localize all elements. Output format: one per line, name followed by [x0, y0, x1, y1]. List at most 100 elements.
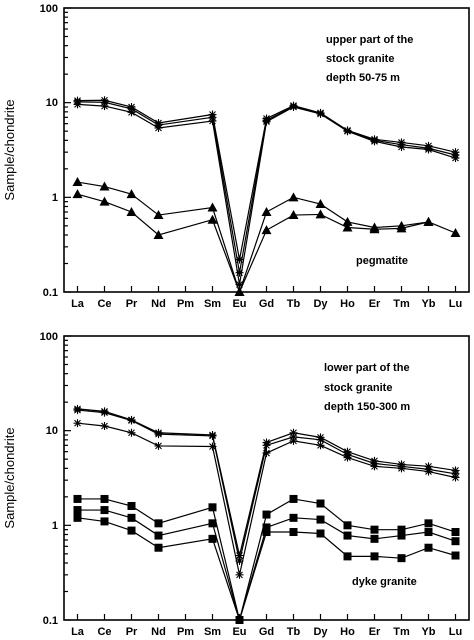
top-series-3-point-Dy: [316, 109, 325, 118]
bottom-x-tick-label-Sm: Sm: [204, 626, 221, 638]
top-panel: Sample/chondrite 100 10 1 0.1 upper part…: [2, 3, 470, 310]
top-x-tick-label-Gd: Gd: [259, 298, 274, 310]
top-x-tick-label-Pr: Pr: [126, 298, 138, 310]
bottom-x-tick-label-Ce: Ce: [97, 626, 111, 638]
bottom-x-tick-label-Lu: Lu: [449, 626, 462, 638]
top-series-5-point-Yb: [423, 216, 434, 226]
bottom-series-5-point-Ce: [100, 506, 109, 515]
bottom-series-3-point-Eu: [235, 570, 244, 579]
bottom-series-5-point-Nd: [154, 531, 163, 540]
top-series-5-point-Gd: [261, 225, 272, 235]
bottom-x-tick-label-Ho: Ho: [340, 626, 355, 638]
bottom-series-3-point-Er: [370, 462, 379, 471]
bottom-series-4-point-Dy: [316, 499, 325, 508]
bottom-series-6-point-Yb: [424, 543, 433, 552]
bottom-series-4-point-Pr: [127, 502, 136, 511]
top-series-5-point-Dy: [315, 209, 326, 219]
top-series-3-point-Ce: [100, 102, 109, 111]
bottom-series-6-point-Ho: [343, 552, 352, 561]
top-x-tick-label-Nd: Nd: [151, 298, 166, 310]
bottom-series-2-point-Sm: [208, 431, 217, 440]
bottom-series-3-point-Pr: [127, 428, 136, 437]
bottom-series-2-point-Ce: [100, 408, 109, 417]
bottom-y-tick-label-0.1: 0.1: [43, 615, 58, 627]
bottom-series-5-line: [77, 509, 456, 623]
bottom-annotation-line-1: lower part of the: [324, 362, 410, 374]
top-series-4-point-Ce: [99, 181, 110, 191]
bottom-x-tick-label-Tm: Tm: [393, 626, 410, 638]
bottom-x-tick-label-Nd: Nd: [151, 626, 166, 638]
bottom-series-5-point-Pr: [127, 513, 136, 522]
bottom-series-2-point-Nd: [154, 430, 163, 439]
bottom-x-tick-label-Pr: Pr: [126, 626, 138, 638]
top-series-3-point-Er: [370, 137, 379, 146]
bottom-y-axis-label: Sample/chondrite: [2, 427, 17, 528]
bottom-series-2-point-La: [73, 406, 82, 415]
bottom-series-1-line: [77, 408, 456, 556]
top-series-4-point-Ho: [342, 216, 353, 226]
bottom-series-3-point-Tm: [397, 464, 406, 473]
bottom-series-4-point-Lu: [451, 528, 460, 537]
top-series-4-point-La: [72, 177, 83, 187]
top-series-5-point-Pr: [126, 206, 137, 216]
top-x-tick-label-Pm: Pm: [177, 298, 194, 310]
bottom-panel: Sample/chondrite 100 10 1 0.1 lower part…: [2, 331, 470, 638]
top-series-5-point-Tm: [396, 223, 407, 233]
bottom-series-4-point-Yb: [424, 519, 433, 528]
top-series-3-point-Ho: [343, 127, 352, 136]
bottom-series-6-point-Gd: [262, 528, 271, 537]
top-series-4-point-Gd: [261, 206, 272, 216]
bottom-series-5-point-Yb: [424, 528, 433, 537]
top-annotation-line-1: upper part of the: [326, 34, 413, 46]
bottom-y-tick-label-100: 100: [40, 331, 58, 343]
top-series-3-point-Lu: [451, 154, 460, 163]
bottom-x-tick-label-Pm: Pm: [177, 626, 194, 638]
bottom-x-tick-label-Dy: Dy: [313, 626, 328, 638]
bottom-series-4-point-Tm: [397, 525, 406, 534]
top-series-3-point-Nd: [154, 124, 163, 133]
top-x-tick-label-La: La: [71, 298, 85, 310]
bottom-series-4-line: [77, 498, 456, 621]
top-x-tick-label-Er: Er: [369, 298, 381, 310]
top-series-5-point-Sm: [207, 214, 218, 224]
bottom-series-4-point-Nd: [154, 519, 163, 528]
top-y-axis-label: Sample/chondrite: [2, 99, 17, 200]
top-series-3-point-Sm: [208, 117, 217, 126]
top-y-tick-label-10: 10: [46, 97, 58, 109]
bottom-series-4-point-La: [73, 494, 82, 503]
bottom-series-6-point-La: [73, 513, 82, 522]
bottom-series-3-point-Tb: [289, 436, 298, 445]
top-series-5-point-La: [72, 189, 83, 199]
bottom-series-6-point-Ce: [100, 517, 109, 526]
top-x-tick-label-Ce: Ce: [97, 298, 111, 310]
bottom-series-6-point-Dy: [316, 529, 325, 538]
bottom-series-3-point-Dy: [316, 441, 325, 450]
bottom-annotation-dyke-granite: dyke granite: [352, 576, 417, 588]
bottom-series-5-point-Ho: [343, 531, 352, 540]
top-series-4-point-Sm: [207, 202, 218, 212]
top-x-tick-label-Dy: Dy: [313, 298, 328, 310]
top-series-4-point-Tb: [288, 192, 299, 202]
bottom-series-6-point-Tm: [397, 554, 406, 563]
bottom-y-tick-label-1: 1: [52, 520, 58, 532]
bottom-series-6-point-Pr: [127, 526, 136, 535]
bottom-y-tick-label-10: 10: [46, 425, 58, 437]
top-series-5-point-Nd: [153, 230, 164, 240]
bottom-x-tick-label-Yb: Yb: [421, 626, 435, 638]
bottom-series-4-point-Gd: [262, 510, 271, 519]
top-x-tick-label-Eu: Eu: [232, 298, 246, 310]
bottom-series-5-point-Tm: [397, 531, 406, 540]
top-x-tick-label-Yb: Yb: [421, 298, 435, 310]
bottom-x-tick-label-Tb: Tb: [287, 626, 301, 638]
bottom-series-6-point-Lu: [451, 551, 460, 560]
top-annotation-pegmatite: pegmatite: [356, 255, 408, 267]
top-series-3-point-Yb: [424, 145, 433, 154]
top-series-4-point-Dy: [315, 199, 326, 209]
bottom-series-3-point-Sm: [208, 442, 217, 451]
bottom-series-marks: [73, 404, 460, 624]
top-series-5-point-Ce: [99, 196, 110, 206]
top-series-4-point-Nd: [153, 210, 164, 220]
bottom-series-6-point-Er: [370, 552, 379, 561]
bottom-series-3-line: [77, 422, 456, 575]
bottom-series-3-point-Gd: [262, 449, 271, 458]
